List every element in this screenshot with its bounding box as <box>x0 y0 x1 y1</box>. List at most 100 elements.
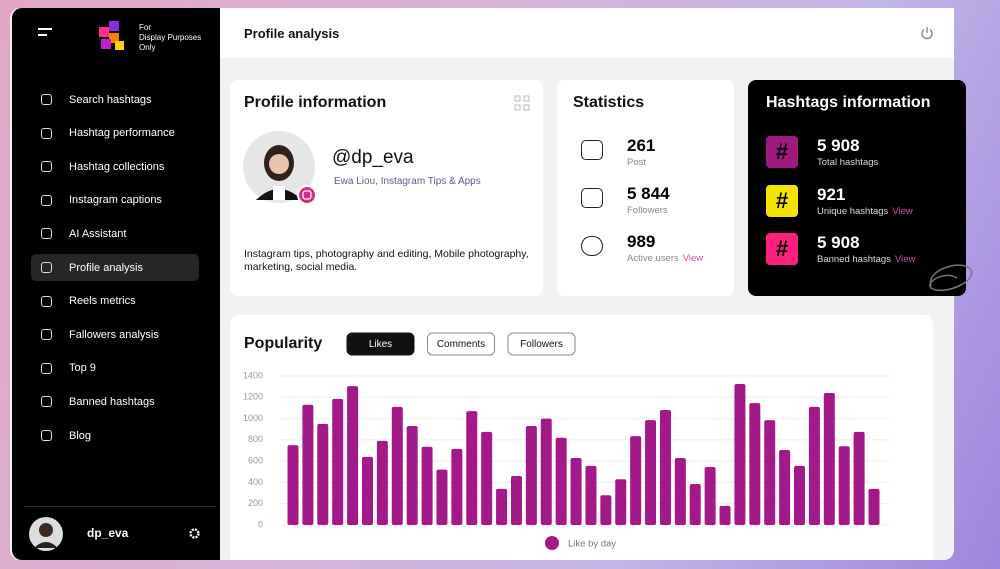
y-tick-label: 0 <box>258 519 263 529</box>
hashtag-icon: # <box>766 136 798 168</box>
bar <box>600 495 612 525</box>
bar <box>808 406 820 525</box>
bar <box>779 449 791 525</box>
y-tick-label: 1400 <box>243 370 263 380</box>
stat-icon <box>581 188 603 208</box>
user-avatar <box>29 517 63 551</box>
stat-value: 5 844 <box>627 184 670 203</box>
bar <box>421 446 433 525</box>
bar <box>838 446 850 525</box>
bar <box>689 484 701 525</box>
menu-item[interactable]: Blog <box>31 422 199 449</box>
power-button[interactable] <box>920 26 934 40</box>
bar <box>853 431 865 525</box>
menu-label: Profile analysis <box>69 261 143 274</box>
card-title: Statistics <box>573 94 645 111</box>
menu-item[interactable]: Top 9 <box>31 355 199 382</box>
bar <box>481 431 493 525</box>
bar <box>585 465 597 525</box>
tab-label[interactable]: Likes <box>369 339 392 350</box>
bar <box>615 479 627 525</box>
bar <box>406 426 418 525</box>
logo-text: For Display Purposes Only <box>139 23 201 53</box>
bar <box>302 404 314 525</box>
menu-label: Top 9 <box>69 362 96 375</box>
tab-label[interactable]: Comments <box>437 339 485 350</box>
bar <box>749 403 761 525</box>
bar <box>287 445 299 525</box>
grid-icon[interactable] <box>514 95 530 111</box>
logo <box>99 21 124 50</box>
bar <box>659 410 671 525</box>
hashtag-icon: # <box>766 184 798 217</box>
bar <box>704 466 716 525</box>
tab[interactable] <box>346 332 415 356</box>
bar <box>376 440 388 525</box>
hashtags-card: Hashtags information #5 908 Total hashtag… <box>748 80 973 296</box>
stat-value: 261 <box>627 136 656 155</box>
bar <box>525 426 537 525</box>
bar <box>496 488 508 525</box>
menu-label: Hashtag collections <box>69 160 165 173</box>
menu-label: Banned hashtags <box>69 395 155 408</box>
y-tick-label: 600 <box>248 456 263 466</box>
menu-item[interactable]: Hashtag collections <box>31 153 199 180</box>
menu-item[interactable]: Banned hashtags <box>31 388 199 415</box>
menu-item[interactable]: Profile analysis <box>31 254 199 281</box>
tab-label[interactable]: Followers <box>520 339 563 350</box>
y-tick-label: 400 <box>248 477 263 487</box>
bar <box>317 423 329 525</box>
page-title: Profile analysis <box>244 26 340 41</box>
scribble <box>929 264 973 292</box>
hashtag-label: Banned hashtags View <box>817 254 915 265</box>
hashtag-label-text: Total hashtags <box>817 157 879 168</box>
bar <box>734 383 746 525</box>
hashtag-label: Total hashtags <box>817 157 878 168</box>
menu-item[interactable]: Instagram captions <box>31 187 199 214</box>
stat-label: Followers <box>627 205 668 216</box>
menu-icon <box>41 161 52 173</box>
card-title: Profile information <box>244 94 387 111</box>
hashtag-link[interactable]: View <box>892 205 913 217</box>
profile-avatar <box>243 131 317 205</box>
stat-link[interactable]: View <box>682 253 704 264</box>
menu-label: AI Assistant <box>69 227 127 240</box>
menu-toggle[interactable] <box>38 28 52 36</box>
bar <box>868 488 880 525</box>
bar <box>719 505 731 525</box>
hashtag-icon: # <box>766 233 798 265</box>
menu-label: Reels metrics <box>69 295 136 308</box>
menu-icon <box>41 228 52 240</box>
settings-icon[interactable] <box>188 527 201 540</box>
menu-item[interactable]: Fallowers analysis <box>31 321 199 348</box>
chart-title: Popularity <box>244 335 322 352</box>
profile-subtitle: Ewa Liou, Instagram Tips & Apps <box>334 176 481 187</box>
tab[interactable] <box>427 332 495 356</box>
bar <box>794 465 806 525</box>
user-name: dp_eva <box>87 526 129 540</box>
menu-item[interactable]: AI Assistant <box>31 220 199 247</box>
logo-line: Only <box>139 43 156 52</box>
menu-label: Search hashtags <box>69 93 152 106</box>
header: Profile analysis <box>220 8 954 58</box>
menu-item[interactable]: Search hashtags <box>31 86 199 113</box>
hashtag-link[interactable]: View <box>894 254 916 265</box>
bar <box>451 448 463 525</box>
menu-item[interactable]: Reels metrics <box>31 288 199 315</box>
statistics-card: Statistics 261 Post 5 844 Followers 989 Activ… <box>557 80 734 296</box>
stat-label: Post <box>627 157 646 168</box>
bar <box>347 386 359 525</box>
stat-label-text: Followers <box>627 205 668 216</box>
logo-line: For <box>139 23 151 32</box>
hashtag-value: 921 <box>817 184 846 204</box>
menu-item[interactable]: Hashtag performance <box>31 120 199 147</box>
y-tick-label: 1000 <box>243 413 263 423</box>
hashtag-value: 5 908 <box>817 233 860 252</box>
sidebar: For Display Purposes Only Search hashtags H… <box>12 8 220 560</box>
legend-label: Like by day <box>568 539 616 550</box>
bar <box>510 476 522 525</box>
menu-icon <box>41 430 52 441</box>
bar <box>391 406 403 525</box>
bar <box>540 418 552 525</box>
tab[interactable] <box>507 332 576 356</box>
